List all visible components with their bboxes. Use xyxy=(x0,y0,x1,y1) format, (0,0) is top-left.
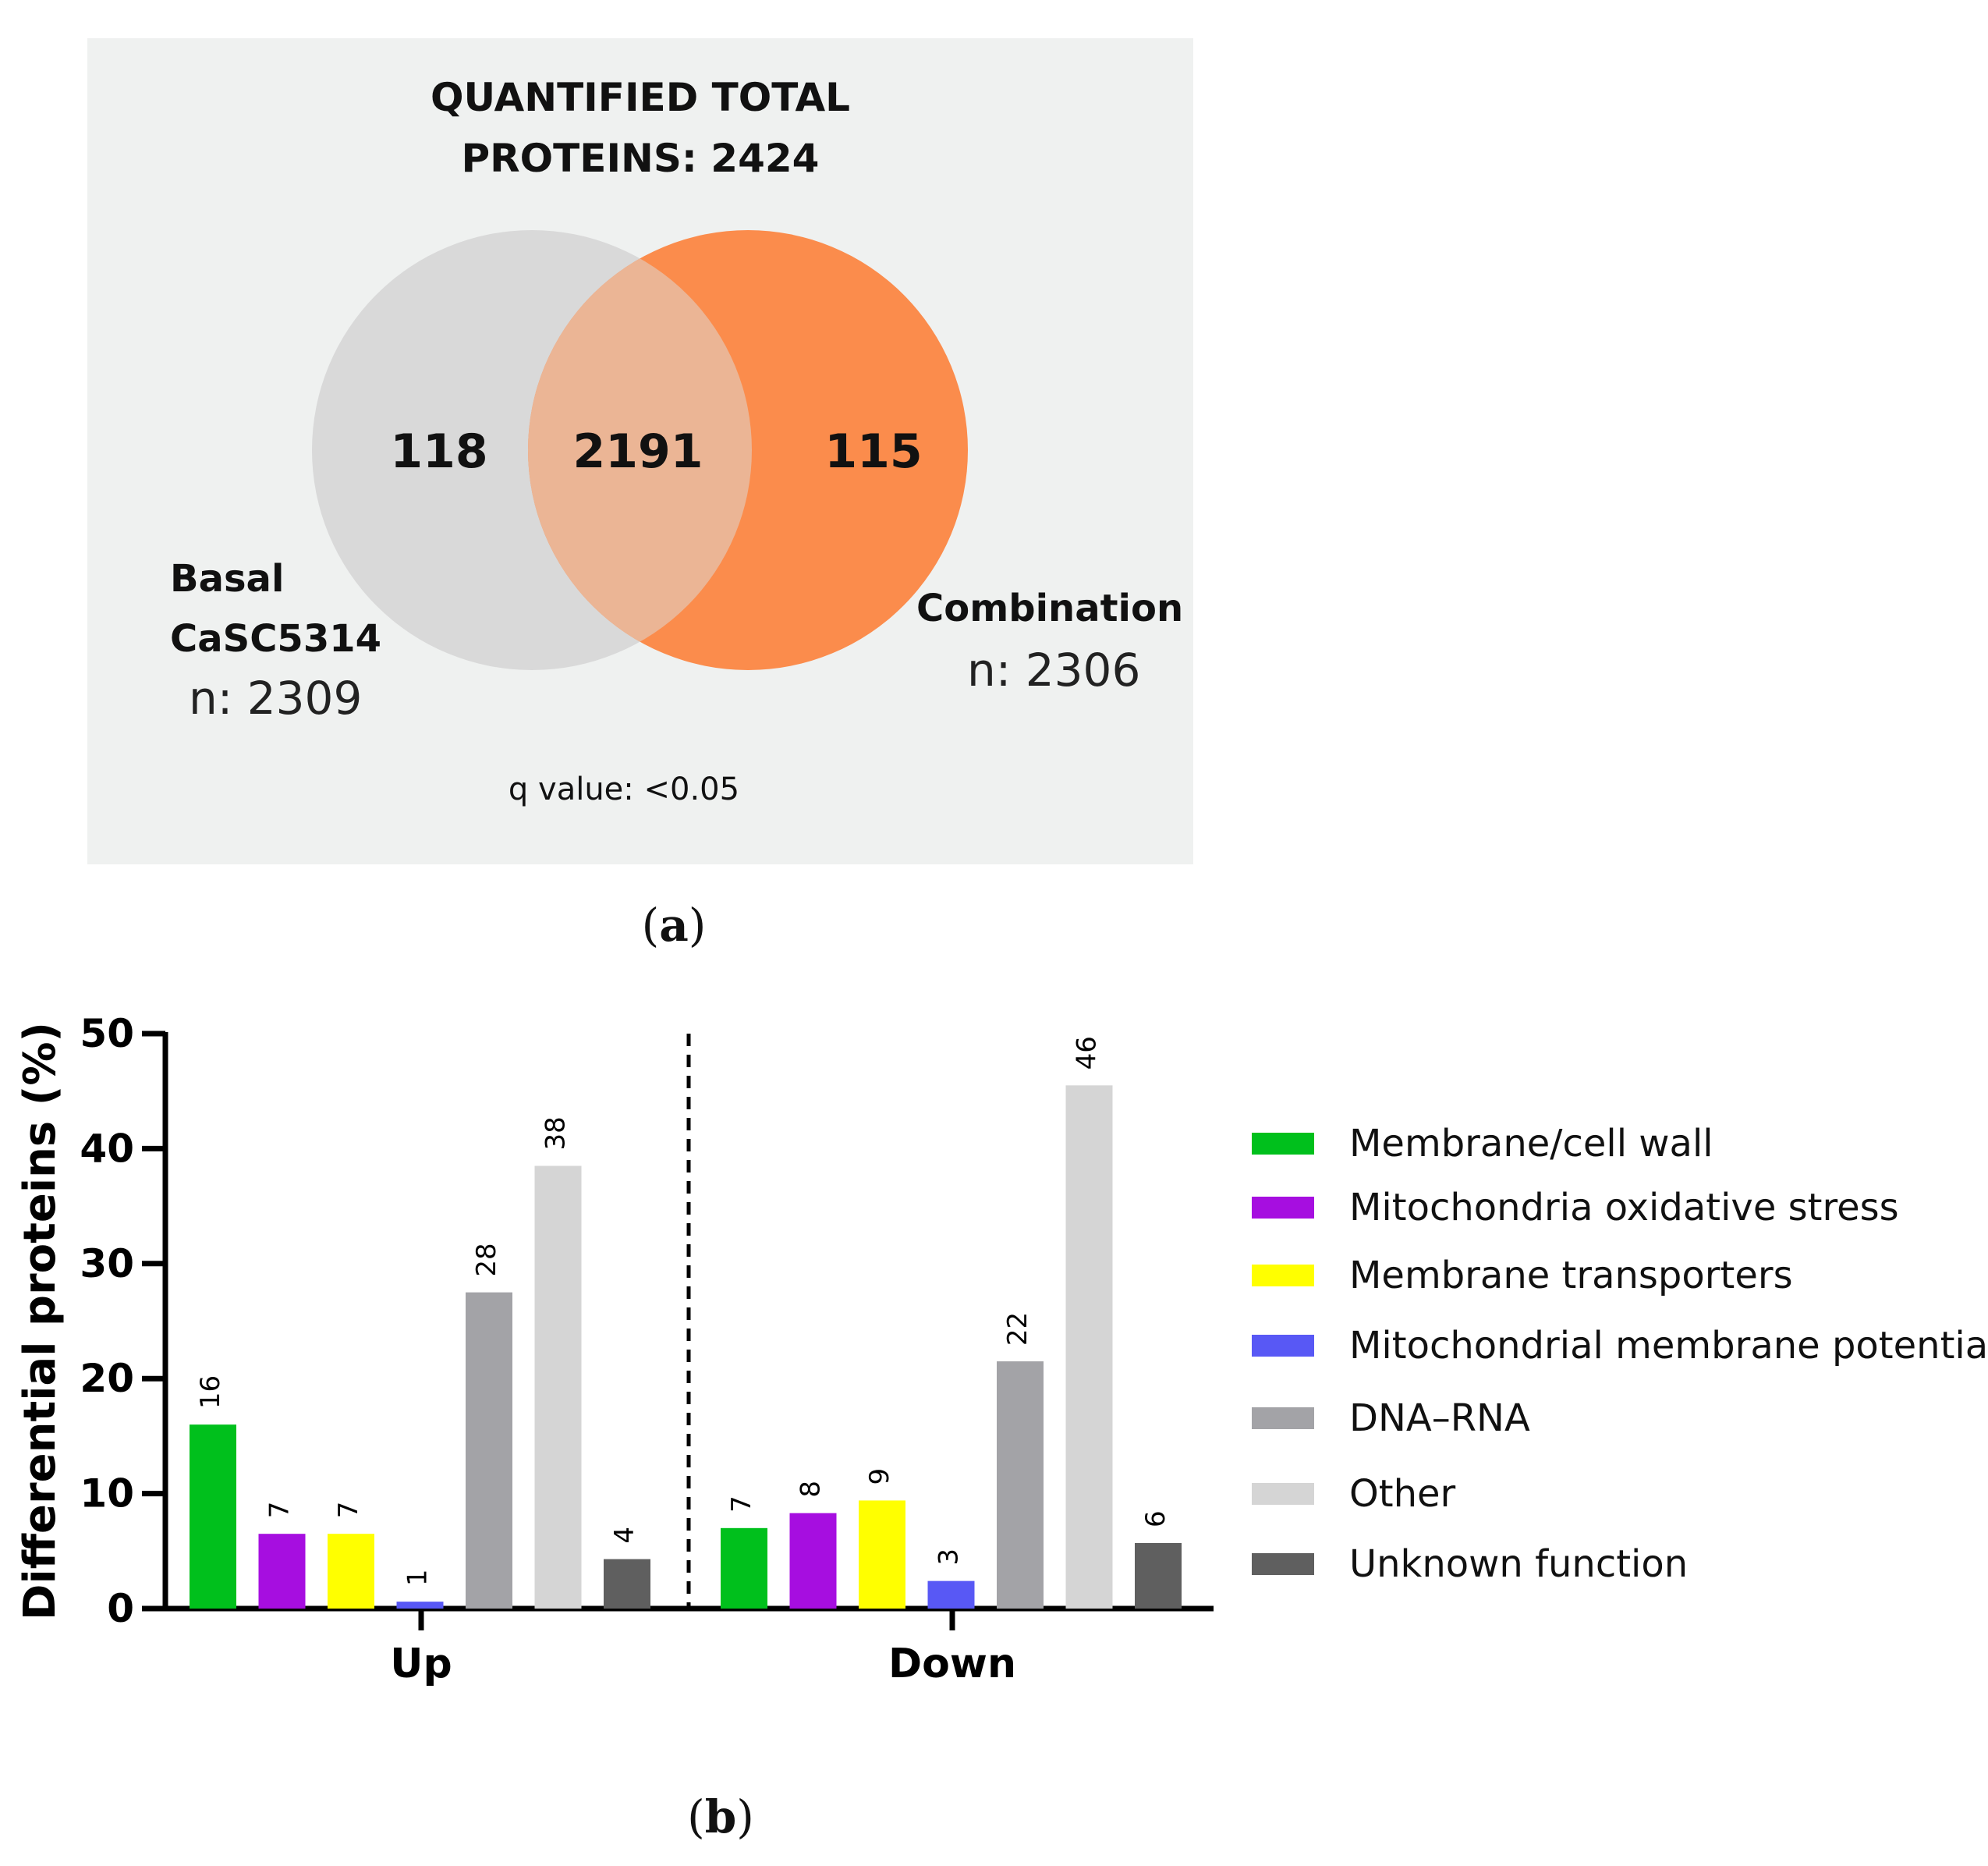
basal-set-name-line1: Basal xyxy=(170,557,285,601)
venn-title-line1: QUANTIFIED TOTAL xyxy=(430,75,851,120)
legend-swatch xyxy=(1252,1335,1314,1357)
y-axis-title: Differential proteins (%) xyxy=(15,1022,66,1620)
bar xyxy=(997,1361,1044,1609)
legend-swatch xyxy=(1252,1133,1314,1155)
basal-set-name-line2: CaSC5314 xyxy=(170,617,382,661)
bar xyxy=(1065,1085,1113,1609)
venn-left-only-count: 118 xyxy=(390,424,488,479)
bar-data-label: 9 xyxy=(864,1468,895,1485)
bar xyxy=(328,1534,374,1609)
panel-label-b: (b) xyxy=(687,1790,754,1843)
panel-label-a: (a) xyxy=(641,899,707,952)
bar xyxy=(396,1602,444,1609)
legend-label: Membrane transporters xyxy=(1349,1254,1793,1297)
bar-data-label: 6 xyxy=(1140,1510,1171,1527)
y-tick-label: 20 xyxy=(80,1356,134,1401)
bar-data-label: 46 xyxy=(1072,1036,1103,1070)
bar xyxy=(190,1424,236,1609)
venn-panel: QUANTIFIED TOTAL PROTEINS: 2424 118 2191… xyxy=(87,38,1193,864)
y-tick-label: 0 xyxy=(107,1586,134,1631)
bar xyxy=(1135,1542,1182,1609)
bar xyxy=(927,1580,975,1609)
legend-item: Membrane/cell wall xyxy=(1252,1120,1713,1167)
basal-set-count: n: 2309 xyxy=(189,672,363,725)
venn-title-line2: PROTEINS: 2424 xyxy=(461,136,820,181)
legend-label: DNA–RNA xyxy=(1349,1396,1530,1440)
q-value-note: q value: <0.05 xyxy=(508,772,740,807)
x-category-label: Down xyxy=(888,1641,1016,1687)
x-category-label: Up xyxy=(390,1641,452,1687)
bar-data-label: 38 xyxy=(540,1116,572,1150)
legend-swatch xyxy=(1252,1265,1314,1286)
legend-item: Mitochondria oxidative stress xyxy=(1252,1184,1899,1231)
legend-label: Other xyxy=(1349,1472,1456,1516)
legend-label: Unknown function xyxy=(1349,1542,1689,1586)
bar-data-label: 8 xyxy=(796,1481,827,1498)
bar-data-label: 7 xyxy=(726,1495,757,1513)
combination-set-count: n: 2306 xyxy=(967,644,1141,697)
legend-item: DNA–RNA xyxy=(1252,1395,1530,1442)
legend-label: Membrane/cell wall xyxy=(1349,1122,1713,1165)
bar xyxy=(721,1527,767,1609)
bar-data-label: 3 xyxy=(934,1548,965,1566)
bar xyxy=(604,1559,650,1609)
bar-data-label: 1 xyxy=(402,1570,434,1587)
legend-swatch xyxy=(1252,1407,1314,1429)
legend-swatch xyxy=(1252,1553,1314,1575)
legend-swatch xyxy=(1252,1197,1314,1219)
bar xyxy=(534,1165,582,1609)
legend-item: Other xyxy=(1252,1470,1455,1517)
venn-diagram xyxy=(312,230,968,670)
bar-data-label: 4 xyxy=(609,1527,640,1544)
bar-data-label: 16 xyxy=(195,1375,226,1409)
bar xyxy=(789,1513,837,1609)
legend-label: Mitochondrial membrane potential xyxy=(1349,1324,1988,1368)
bar xyxy=(258,1534,306,1609)
legend-item: Unknown function xyxy=(1252,1541,1688,1588)
bar-data-label: 28 xyxy=(471,1243,502,1276)
legend-label: Mitochondria oxidative stress xyxy=(1349,1186,1899,1229)
bar xyxy=(466,1292,512,1609)
combination-set-name: Combination xyxy=(916,587,1184,630)
bar-data-label: 22 xyxy=(1002,1312,1033,1346)
legend-swatch xyxy=(1252,1483,1314,1505)
y-tick-label: 10 xyxy=(80,1471,134,1517)
venn-right-only-count: 115 xyxy=(824,424,923,479)
venn-overlap xyxy=(528,230,752,670)
y-tick-label: 30 xyxy=(80,1241,134,1286)
legend-item: Membrane transporters xyxy=(1252,1252,1793,1299)
legend-item: Mitochondrial membrane potential xyxy=(1252,1322,1988,1369)
y-tick-label: 50 xyxy=(80,1011,134,1056)
bar-data-label: 7 xyxy=(264,1502,296,1519)
venn-intersection-count: 2191 xyxy=(572,424,703,479)
y-tick-label: 40 xyxy=(80,1126,134,1171)
bar xyxy=(859,1500,905,1609)
bar-data-label: 7 xyxy=(333,1502,364,1519)
